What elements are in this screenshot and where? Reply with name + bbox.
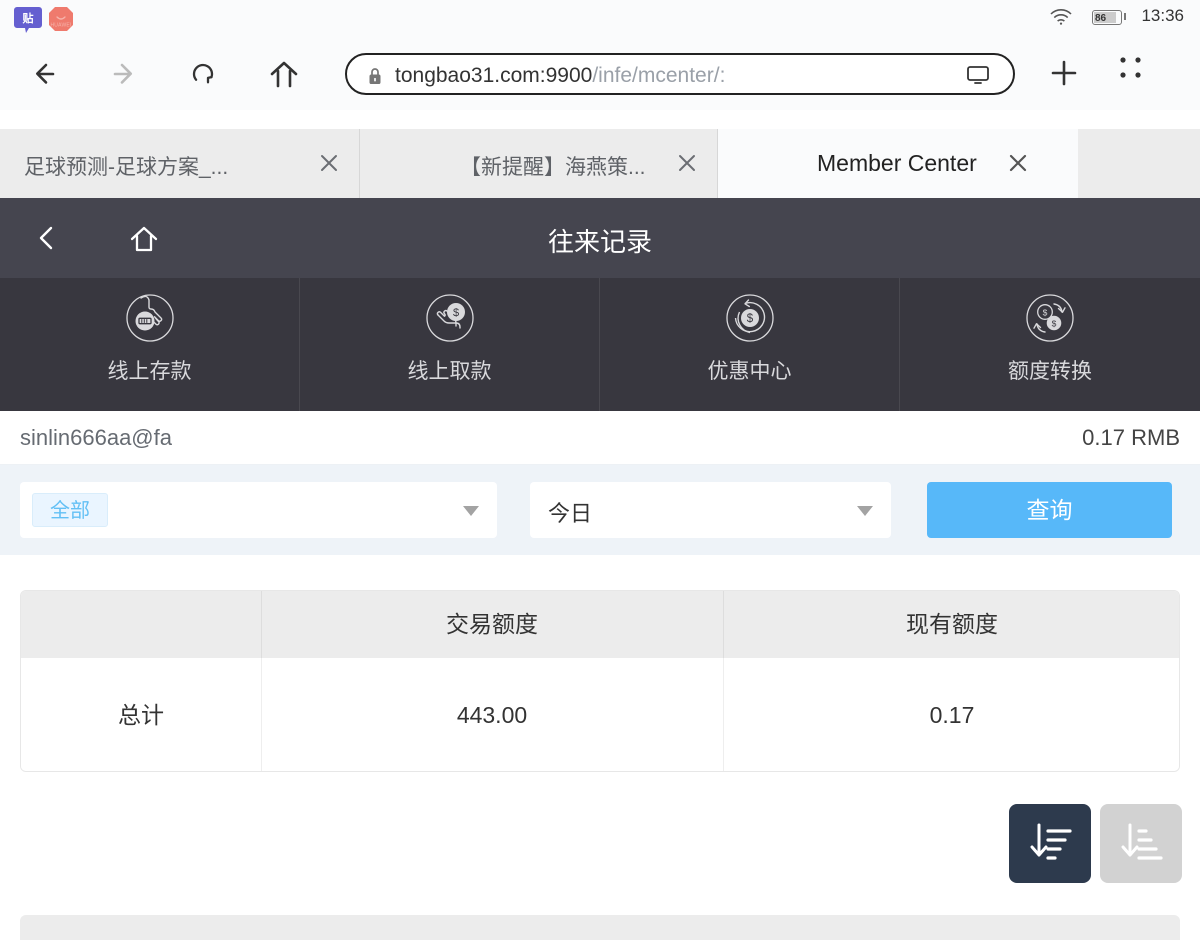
svg-text:HUAWEI: HUAWEI <box>50 23 71 29</box>
svg-text:$: $ <box>746 313 753 325</box>
svg-text:贴: 贴 <box>22 11 34 25</box>
svg-text:$: $ <box>1052 318 1057 328</box>
svg-text:$: $ <box>1043 307 1048 317</box>
